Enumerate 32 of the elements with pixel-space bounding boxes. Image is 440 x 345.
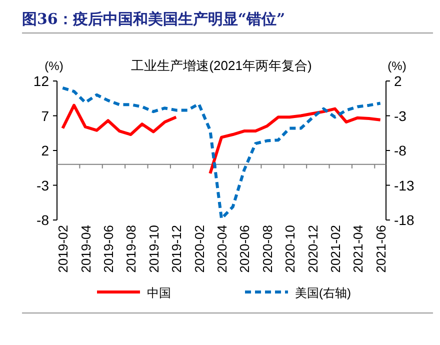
x-tick-label: 2020-02: [192, 225, 207, 273]
y-tick-label: 7: [41, 108, 50, 124]
y2-axis-title: (%): [388, 59, 406, 73]
x-tick-label: 2021-04: [350, 225, 366, 273]
y2-tick-label: -8: [394, 142, 407, 158]
y-axis-title: (%): [44, 59, 64, 73]
y2-tick-label: 2: [394, 73, 402, 89]
y-tick-label: -3: [36, 177, 50, 194]
y2-tick-label: -3: [394, 108, 407, 124]
line-series: [61, 86, 382, 220]
x-tick-label: 2020-08: [260, 225, 275, 273]
x-tick-label: 2019-06: [101, 225, 116, 273]
y-tick-label: 2: [41, 142, 50, 158]
y-tick-label: 12: [33, 73, 50, 89]
x-tick-label: 2019-08: [124, 225, 139, 273]
x-tick-label: 2020-06: [237, 225, 252, 273]
chart-subtitle: 工业生产增速(2021年两年复合): [131, 58, 312, 73]
legend-label: 中国: [147, 286, 171, 300]
y-tick-label: -8: [36, 212, 50, 228]
x-tick-label: 2019-02: [56, 225, 71, 273]
x-tick-label: 2021-02: [328, 225, 343, 273]
y2-tick-label: -18: [394, 212, 414, 228]
y2-tick-label: -13: [394, 177, 414, 194]
x-tick-label: 2019-10: [146, 225, 162, 273]
legend-label: 美国(右轴): [295, 286, 351, 300]
x-tick-label: 2020-10: [282, 225, 298, 273]
x-tick-label: 2019-04: [78, 225, 94, 273]
x-tick-label: 2019-12: [169, 225, 184, 273]
chart-title: 图36：疫后中国和美国生产明显“错位”: [22, 10, 286, 28]
x-tick-label: 2020-04: [214, 225, 230, 273]
x-tick-label: 2020-12: [305, 225, 320, 273]
x-tick-label: 2021-06: [373, 225, 388, 273]
